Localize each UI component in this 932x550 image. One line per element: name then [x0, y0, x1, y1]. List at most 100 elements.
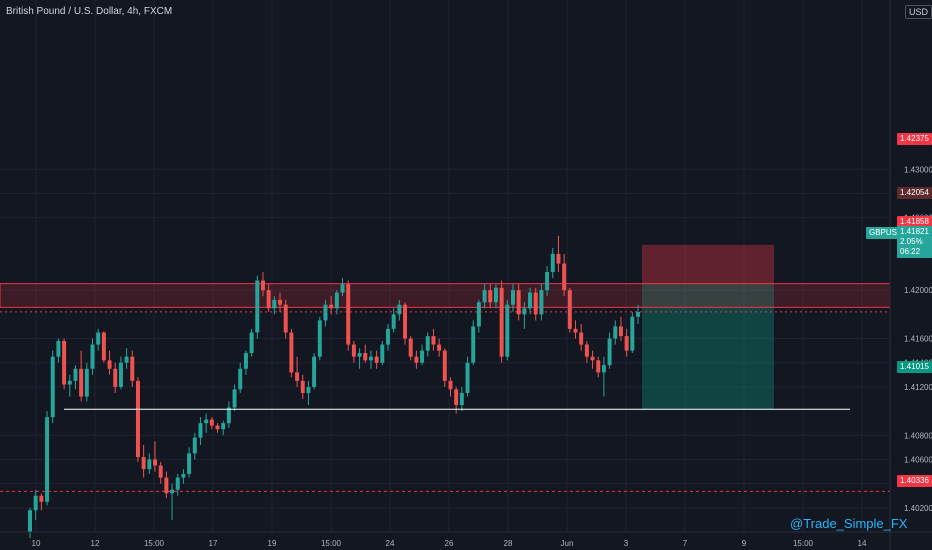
candle-body — [90, 344, 95, 369]
candle-body — [204, 419, 209, 424]
candle-body — [306, 386, 311, 393]
candle-body — [198, 423, 203, 438]
x-tick-label: 9 — [742, 539, 747, 548]
y-tick-label: 1.43000 — [904, 165, 932, 174]
candle-body — [312, 356, 317, 387]
x-tick-label: 15:00 — [321, 539, 342, 548]
candle-body — [385, 328, 390, 345]
current-price-tag: 1.41821 2.05% 06:22 — [897, 226, 932, 258]
candle-body — [601, 365, 606, 373]
candle-body — [357, 353, 362, 357]
candle-body — [493, 287, 498, 303]
candle-body — [340, 284, 345, 293]
y-tick-label: 1.40800 — [904, 431, 932, 440]
stop-price-tag: 1.42375 — [897, 133, 932, 145]
x-tick-label: 15:00 — [144, 539, 165, 548]
candle-body — [471, 326, 476, 363]
current-price: 1.41821 — [900, 227, 929, 236]
take-profit-zone — [642, 283, 774, 410]
candle-body — [96, 332, 101, 345]
candle-body — [545, 272, 550, 291]
x-tick-label: 14 — [858, 539, 867, 548]
chart-title: British Pound / U.S. Dollar, 4h, FXCM — [6, 6, 173, 17]
grid-lines — [0, 0, 890, 532]
candle-body — [562, 263, 567, 291]
candle-body — [408, 338, 413, 357]
candle-body — [45, 417, 50, 502]
x-tick-label: Jun — [561, 539, 574, 548]
candle-body — [67, 380, 72, 385]
x-tick-label: 15:00 — [793, 539, 814, 548]
y-tick-label: 1.41200 — [904, 383, 932, 392]
candle-body — [124, 356, 129, 363]
candle-body — [158, 465, 163, 478]
candle-body — [380, 344, 385, 363]
candle-body — [50, 356, 55, 418]
candle-body — [368, 356, 373, 361]
position-zones — [0, 244, 891, 410]
y-tick-label: 1.42000 — [904, 286, 932, 295]
candle-body — [295, 372, 300, 381]
candle-body — [374, 356, 379, 363]
candle-body — [28, 510, 32, 532]
candle-body — [164, 477, 169, 494]
support-price-tag: 1.40336 — [897, 475, 932, 487]
x-tick-label: 28 — [504, 539, 513, 548]
candle-body — [391, 314, 396, 329]
candle-body — [39, 495, 44, 502]
candle-body — [187, 453, 192, 474]
candle-body — [397, 304, 402, 315]
candle-body — [567, 290, 572, 329]
candle-body — [420, 350, 425, 363]
resistance-zone — [0, 283, 891, 308]
candle-body — [499, 287, 504, 357]
candle-body — [573, 328, 578, 333]
candle-body — [243, 353, 248, 369]
candle-body — [476, 302, 481, 327]
candle-body — [130, 356, 135, 381]
candle-body — [135, 380, 140, 458]
candle-body — [101, 332, 106, 361]
candle-body — [522, 308, 527, 315]
y-tick-label: 1.40600 — [904, 455, 932, 464]
candle-body — [596, 360, 601, 373]
target-price-tag: 1.41015 — [897, 361, 932, 373]
candle-body — [147, 459, 152, 470]
candle-body — [511, 290, 515, 305]
candle-body — [630, 316, 635, 351]
candle-body — [283, 304, 288, 333]
candle-body — [118, 362, 123, 387]
candle-body — [73, 368, 78, 381]
candle-body — [255, 280, 260, 333]
x-tick-label: 3 — [624, 539, 629, 548]
candle-body — [459, 392, 464, 406]
candle-body — [260, 280, 265, 291]
candle-body — [249, 332, 254, 354]
candle-body — [181, 473, 186, 478]
time-axis[interactable]: 10 12 15:00 17 19 15:00 24 26 28 Jun 3 7 9 15:00 14 — [32, 539, 867, 548]
y-tick-label: 1.40200 — [904, 504, 932, 513]
x-tick-label: 19 — [268, 539, 277, 548]
candle-body — [505, 304, 510, 357]
candle-body — [232, 389, 237, 408]
candle-body — [334, 292, 339, 309]
candle-body — [539, 290, 544, 315]
candle-body — [414, 356, 419, 363]
x-tick-label: 12 — [91, 539, 100, 548]
candle-body — [192, 437, 197, 454]
candle-body — [317, 320, 322, 357]
author-watermark: @Trade_Simple_FX — [790, 516, 908, 531]
candle-body — [556, 253, 561, 264]
candle-body — [346, 284, 351, 345]
candle-body — [300, 380, 305, 393]
candle-body — [533, 292, 538, 315]
y-tick-label: 1.41600 — [904, 335, 932, 344]
currency-button[interactable]: USD — [905, 5, 932, 19]
candlestick-series — [28, 235, 640, 539]
candle-body — [636, 311, 640, 317]
candle-body — [209, 419, 214, 426]
zone-bottom-price-tag: 1.41858 — [897, 216, 932, 228]
candle-body — [113, 368, 118, 387]
